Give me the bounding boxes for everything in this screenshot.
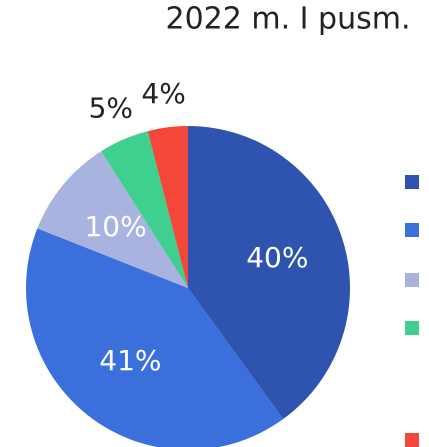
pie-slice [188, 126, 351, 420]
slice-label: 5% [89, 92, 133, 125]
legend-marker [405, 273, 419, 287]
pie-slice [37, 151, 189, 288]
pie-slice [26, 228, 284, 447]
legend-marker [405, 175, 419, 189]
slice-label: 10% [84, 210, 146, 243]
slice-label: 4% [141, 77, 185, 110]
pie-slice [101, 131, 188, 288]
slice-label: 41% [99, 344, 161, 377]
legend-marker [405, 433, 419, 447]
legend-marker [405, 223, 419, 237]
slice-label: 40% [246, 241, 308, 274]
pie-slice [147, 126, 188, 288]
legend-marker [405, 321, 419, 335]
chart-title: 2022 m. I pusm. [165, 2, 410, 37]
